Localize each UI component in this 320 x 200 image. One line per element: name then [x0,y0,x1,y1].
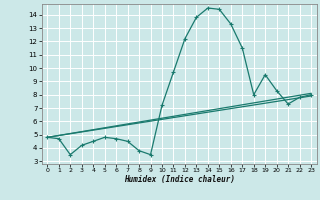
X-axis label: Humidex (Indice chaleur): Humidex (Indice chaleur) [124,175,235,184]
